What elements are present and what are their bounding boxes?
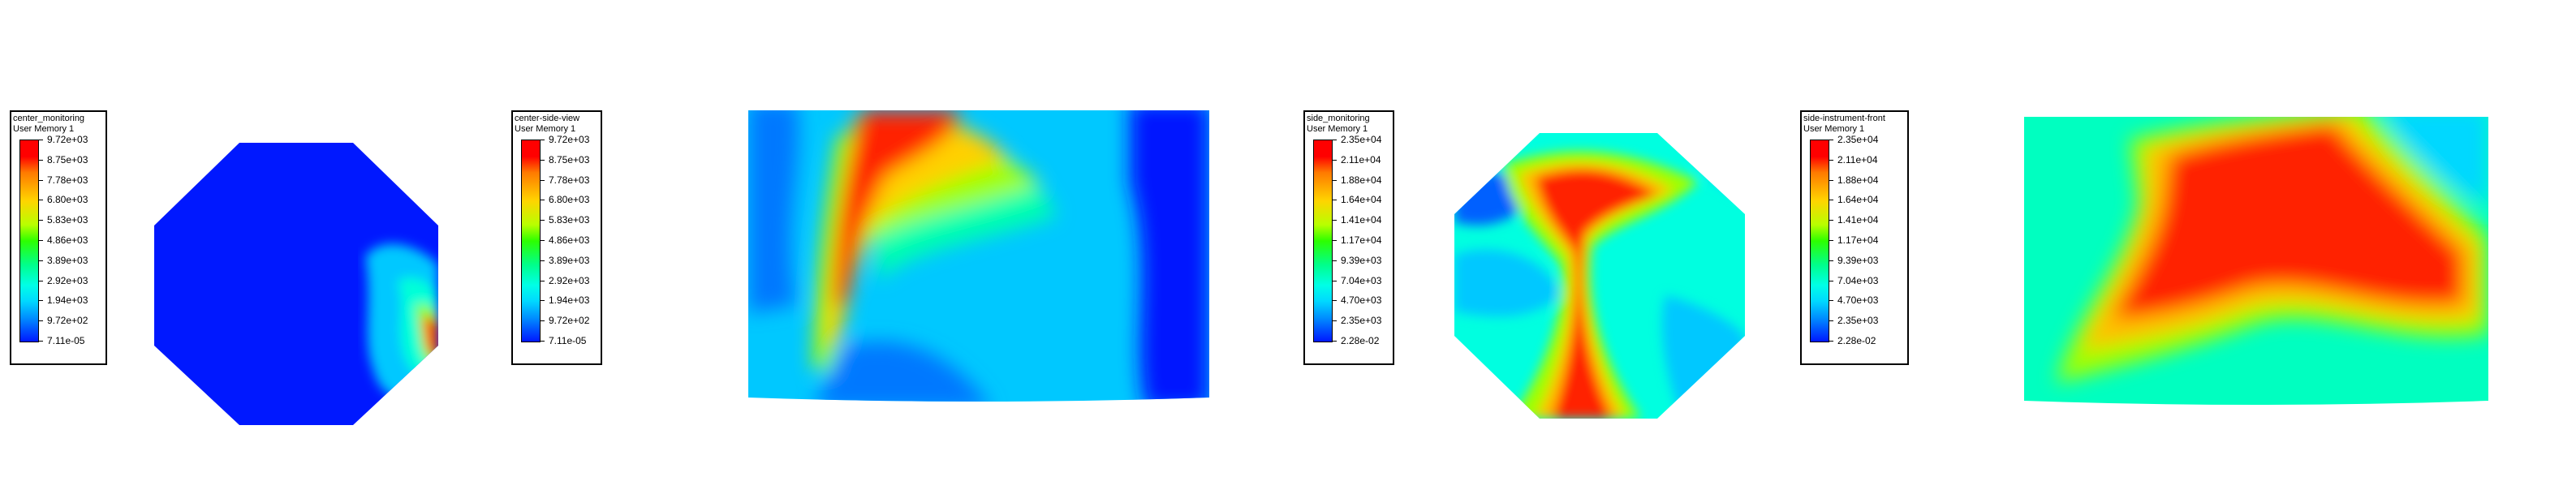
- contour-plot-center-monitoring: [154, 143, 438, 425]
- colorbar-tick-label: 7.11e-05: [549, 335, 587, 346]
- colorbar-tick-label: 2.35e+03: [1341, 315, 1382, 327]
- legend-subtitle: User Memory 1: [13, 124, 75, 134]
- legend-title: side_monitoring: [1307, 114, 1370, 123]
- colorbar-tick-label: 2.11e+04: [1837, 153, 1878, 165]
- contour-plot-center-side-view: [748, 102, 1209, 409]
- colorbar-tick-label: 9.39e+03: [1341, 254, 1382, 266]
- colorbar-tick: [38, 260, 43, 261]
- colorbar-tick: [1829, 341, 1833, 342]
- colorbar-tick-label: 1.88e+04: [1837, 174, 1879, 186]
- colorbar-tick: [540, 159, 545, 161]
- colorbar-tick: [1332, 300, 1337, 302]
- colorbar-tick-label: 1.41e+04: [1341, 214, 1382, 226]
- colorbar-tick-label: 4.86e+03: [549, 234, 590, 246]
- colorbar-legend-side-instrument-front: side-instrument-front User Memory 1 2.35…: [1800, 110, 1909, 365]
- colorbar-tick: [1332, 179, 1337, 181]
- colorbar-tick: [38, 179, 43, 181]
- colorbar-tick-label: 7.04e+03: [1837, 274, 1879, 286]
- colorbar-tick-label: 2.11e+04: [1341, 153, 1381, 165]
- colorbar-tick-label: 1.17e+04: [1837, 234, 1879, 246]
- colorbar-tick-label: 9.39e+03: [1837, 254, 1879, 266]
- colorbar-tick: [540, 300, 545, 302]
- colorbar-tick-label: 9.72e+02: [549, 315, 590, 327]
- colorbar-tick: [1829, 260, 1833, 261]
- colorbar: [19, 140, 39, 342]
- colorbar-tick-label: 2.35e+04: [1837, 134, 1879, 145]
- colorbar-tick: [1829, 179, 1833, 181]
- colorbar-tick: [1829, 240, 1833, 241]
- legend-subtitle: User Memory 1: [515, 124, 576, 134]
- colorbar-tick-label: 9.72e+03: [47, 134, 88, 145]
- colorbar-tick-label: 8.75e+03: [549, 153, 590, 165]
- colorbar-tick-label: 7.78e+03: [549, 174, 590, 186]
- colorbar-tick-label: 1.17e+04: [1341, 234, 1382, 246]
- colorbar-tick-label: 5.83e+03: [549, 214, 590, 226]
- contour-plot-side-instrument-front: [2024, 107, 2488, 414]
- colorbar-legend-center-side-view: center-side-view User Memory 1 9.72e+03 8…: [511, 110, 602, 365]
- colorbar-tick: [38, 320, 43, 322]
- colorbar-tick-label: 7.11e-05: [47, 335, 85, 346]
- colorbar-tick: [1829, 220, 1833, 221]
- colorbar-tick-label: 2.35e+03: [1837, 315, 1879, 327]
- colorbar-tick-label: 3.89e+03: [549, 254, 590, 266]
- colorbar-tick: [540, 260, 545, 261]
- legend-subtitle: User Memory 1: [1803, 124, 1865, 134]
- colorbar-tick: [540, 220, 545, 221]
- colorbar-tick: [540, 179, 545, 181]
- colorbar: [1313, 140, 1333, 342]
- colorbar-tick: [1332, 320, 1337, 322]
- legend-title: center_monitoring: [13, 114, 85, 123]
- colorbar-tick: [540, 320, 545, 322]
- colorbar-tick-label: 4.70e+03: [1837, 294, 1879, 307]
- colorbar-tick-label: 2.28e-02: [1837, 335, 1876, 346]
- colorbar-tick-label: 1.64e+04: [1341, 194, 1382, 206]
- colorbar-tick-label: 6.80e+03: [549, 194, 590, 206]
- colorbar-tick-label: 1.64e+04: [1837, 194, 1879, 206]
- colorbar-tick: [1829, 300, 1833, 302]
- colorbar-tick: [1332, 159, 1337, 161]
- colorbar-legend-center-monitoring: center_monitoring User Memory 1 9.72e+03…: [10, 110, 107, 365]
- colorbar-tick: [540, 240, 545, 241]
- colorbar-tick-label: 2.35e+04: [1341, 134, 1382, 145]
- colorbar-tick-label: 2.28e-02: [1341, 335, 1380, 346]
- colorbar-tick: [38, 220, 43, 221]
- colorbar-tick-label: 1.41e+04: [1837, 214, 1879, 226]
- colorbar-tick-label: 4.86e+03: [47, 234, 88, 246]
- legend-title: side-instrument-front: [1803, 114, 1885, 123]
- colorbar-tick-label: 8.75e+03: [47, 153, 88, 165]
- legend-title: center-side-view: [515, 114, 580, 123]
- colorbar-tick-label: 1.88e+04: [1341, 174, 1382, 186]
- legend-subtitle: User Memory 1: [1307, 124, 1368, 134]
- colorbar-tick: [1829, 320, 1833, 322]
- colorbar-tick: [1829, 159, 1833, 161]
- colorbar-tick-label: 3.89e+03: [47, 254, 88, 266]
- contour-plot-side-monitoring: [1454, 133, 1745, 419]
- colorbar-tick-label: 6.80e+03: [47, 194, 88, 206]
- colorbar-tick-label: 9.72e+03: [549, 134, 590, 145]
- colorbar-tick-label: 2.92e+03: [47, 274, 88, 286]
- colorbar: [1810, 140, 1829, 342]
- colorbar-tick: [38, 159, 43, 161]
- colorbar-tick-label: 4.70e+03: [1341, 294, 1382, 307]
- colorbar-tick: [38, 240, 43, 241]
- colorbar-tick: [1332, 240, 1337, 241]
- colorbar-tick: [540, 341, 545, 342]
- colorbar-tick-label: 7.04e+03: [1341, 274, 1382, 286]
- colorbar-tick-label: 9.72e+02: [47, 315, 88, 327]
- colorbar-tick: [1332, 341, 1337, 342]
- colorbar-tick: [1332, 260, 1337, 261]
- colorbar-legend-side-monitoring: side_monitoring User Memory 1 2.35e+04 2.…: [1303, 110, 1394, 365]
- colorbar-tick: [1332, 220, 1337, 221]
- colorbar-tick-label: 1.94e+03: [549, 294, 590, 307]
- colorbar-tick-label: 5.83e+03: [47, 214, 88, 226]
- colorbar-tick-label: 2.92e+03: [549, 274, 590, 286]
- colorbar-tick-label: 1.94e+03: [47, 294, 88, 307]
- colorbar-tick: [38, 300, 43, 302]
- colorbar: [521, 140, 541, 342]
- colorbar-tick-label: 7.78e+03: [47, 174, 88, 186]
- colorbar-tick: [38, 341, 43, 342]
